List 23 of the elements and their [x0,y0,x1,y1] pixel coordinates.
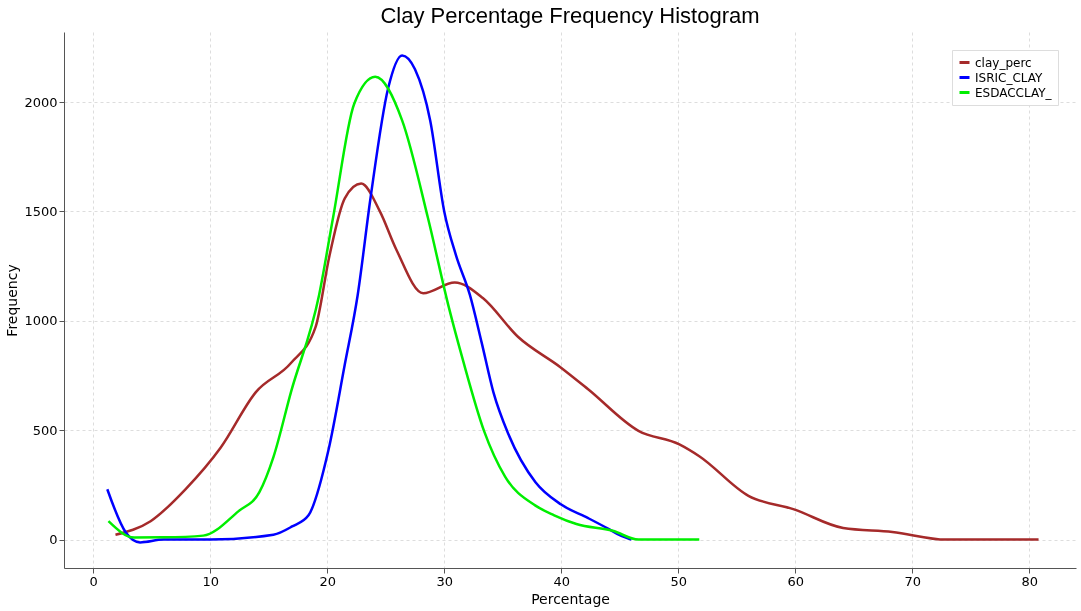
legend-label: ESDACCLAY_ [975,85,1053,100]
y-tick-label: 0 [49,532,58,548]
x-tick-label: 70 [904,573,921,589]
x-tick-label: 10 [202,573,220,589]
y-axis-title: Frequency [4,264,21,337]
line-series [106,54,633,544]
x-tick-label: 30 [436,573,453,589]
x-axis-title: Percentage [531,590,610,607]
legend-label: ISRIC_CLAY [975,70,1044,85]
x-tick-label: 80 [1021,573,1038,589]
x-tick-label: 50 [670,573,687,589]
x-tick-label: 20 [319,573,337,589]
x-tick-label: 40 [553,573,570,589]
y-tick-label: 2000 [24,94,58,110]
legend-label: clay_perc [975,55,1032,70]
line-series [114,182,1040,541]
chart-title: Clay Percentage Frequency Histogram [380,3,760,28]
x-tick-label: 0 [89,573,98,589]
line-series [107,75,701,541]
y-tick-label: 1000 [24,313,58,329]
y-tick-label: 500 [32,422,58,438]
x-tick-label: 60 [787,573,804,589]
y-tick-label: 1500 [24,203,58,219]
